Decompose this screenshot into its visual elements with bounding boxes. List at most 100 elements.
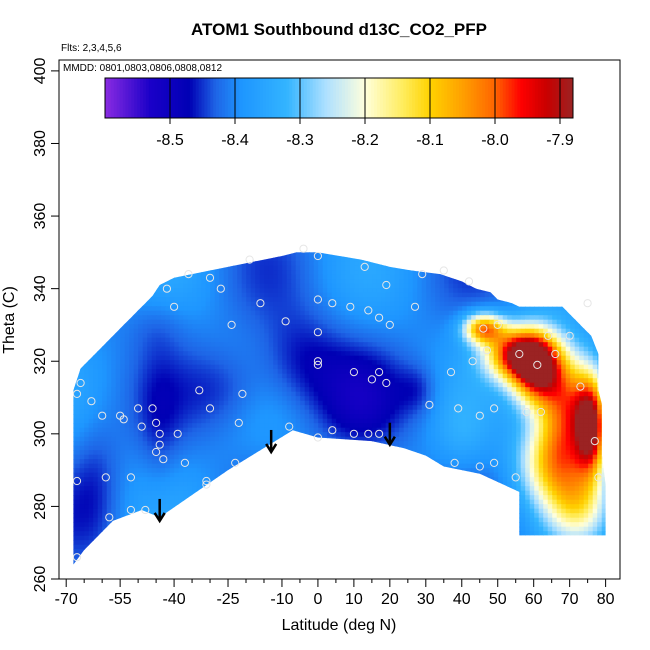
heatmap-cell: [124, 400, 130, 406]
heatmap-cell: [210, 405, 216, 411]
heatmap-cell: [457, 405, 463, 411]
heatmap-cell: [142, 319, 148, 325]
heatmap-cell: [79, 387, 85, 393]
heatmap-cell: [246, 288, 252, 294]
heatmap-cell: [556, 270, 562, 276]
heatmap-cell: [552, 265, 558, 271]
heatmap-cell: [291, 346, 297, 352]
heatmap-cell: [79, 342, 85, 348]
heatmap-cell: [214, 369, 220, 375]
heatmap-cell: [102, 391, 108, 397]
heatmap-cell: [84, 288, 90, 294]
heatmap-cell: [516, 288, 522, 294]
heatmap-cell: [66, 396, 71, 401]
heatmap-cell: [493, 369, 499, 375]
heatmap-cell: [268, 301, 274, 307]
heatmap-cell: [606, 320, 611, 325]
heatmap-cell: [111, 346, 117, 352]
heatmap-cell: [516, 333, 522, 339]
heatmap-cell: [367, 252, 373, 258]
heatmap-cell: [133, 324, 139, 330]
heatmap-cell: [354, 252, 360, 258]
heatmap-cell: [183, 333, 189, 339]
heatmap-cell: [291, 265, 297, 271]
heatmap-cell: [228, 400, 234, 406]
heatmap-cell: [129, 342, 135, 348]
heatmap-cell: [394, 414, 400, 420]
heatmap-cell: [390, 239, 395, 244]
heatmap-cell: [268, 364, 274, 370]
heatmap-cell: [295, 396, 301, 402]
heatmap-cell: [133, 400, 139, 406]
heatmap-cell: [120, 256, 126, 262]
heatmap-cell: [597, 306, 603, 312]
heatmap-cell: [278, 239, 283, 244]
heatmap-cell: [548, 234, 553, 239]
heatmap-cell: [151, 346, 157, 352]
heatmap-cell: [561, 355, 567, 361]
heatmap-cell: [259, 409, 265, 415]
heatmap-cell: [367, 337, 373, 343]
heatmap-cell: [579, 252, 585, 253]
heatmap-cell: [390, 405, 396, 411]
heatmap-cell: [502, 342, 508, 348]
heatmap-cell: [462, 315, 468, 321]
heatmap-cell: [178, 405, 184, 411]
heatmap-cell: [147, 337, 153, 343]
heatmap-cell: [93, 414, 99, 420]
heatmap-cell: [111, 265, 117, 271]
heatmap-cell: [75, 297, 81, 303]
heatmap-cell: [295, 297, 301, 303]
heatmap-cell: [255, 337, 261, 343]
heatmap-cell: [93, 400, 99, 406]
heatmap-cell: [435, 265, 441, 271]
heatmap-cell: [268, 328, 274, 334]
heatmap-cell: [592, 355, 598, 361]
heatmap-cell: [597, 396, 603, 402]
heatmap-cell: [277, 414, 283, 420]
heatmap-cell: [106, 414, 112, 420]
heatmap-cell: [178, 337, 184, 343]
heatmap-cell: [304, 310, 310, 316]
heatmap-cell: [453, 355, 459, 361]
heatmap-cell: [565, 391, 571, 397]
heatmap-cell: [592, 274, 598, 280]
heatmap-cell: [552, 310, 558, 316]
heatmap-cell: [403, 283, 409, 289]
heatmap-cell: [520, 342, 526, 348]
heatmap-cell: [507, 239, 512, 244]
heatmap-cell: [430, 270, 436, 276]
heatmap-cell: [295, 274, 301, 280]
heatmap-cell: [426, 405, 432, 411]
heatmap-cell: [309, 261, 315, 267]
heatmap-cell: [480, 387, 486, 393]
heatmap-cell: [565, 342, 571, 348]
heatmap-cell: [268, 319, 274, 325]
heatmap-cell: [79, 369, 85, 375]
heatmap-cell: [336, 292, 342, 298]
heatmap-cell: [462, 261, 468, 267]
heatmap-cell: [241, 355, 247, 361]
heatmap-cell: [448, 274, 454, 280]
heatmap-cell: [197, 234, 202, 239]
heatmap-cell: [286, 265, 292, 271]
heatmap-cell: [354, 261, 360, 267]
heatmap-cell: [592, 391, 598, 397]
heatmap-cell: [493, 351, 499, 357]
heatmap-cell: [322, 279, 328, 285]
heatmap-cell: [498, 234, 503, 239]
heatmap-cell: [246, 279, 252, 285]
heatmap-cell: [430, 337, 436, 343]
heatmap-cell: [444, 337, 450, 343]
heatmap-cell: [453, 324, 459, 330]
heatmap-cell: [453, 319, 459, 325]
heatmap-cell: [390, 283, 396, 289]
heatmap-cell: [75, 400, 81, 406]
heatmap-cell: [430, 297, 436, 303]
heatmap-cell: [525, 400, 531, 406]
heatmap-cell: [151, 378, 157, 384]
heatmap-cell: [453, 234, 458, 239]
heatmap-cell: [372, 265, 378, 271]
heatmap-cell: [295, 279, 301, 285]
heatmap-cell: [156, 310, 162, 316]
